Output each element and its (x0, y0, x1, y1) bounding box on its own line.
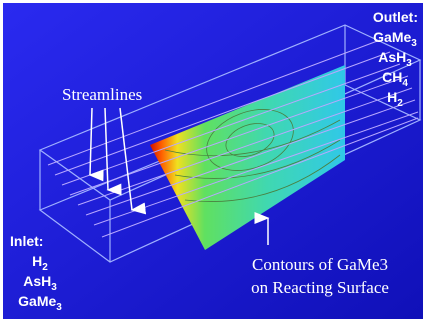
formula-subscript: 3 (56, 302, 62, 313)
formula-base: H (387, 89, 397, 105)
formula-base: AsH (378, 49, 406, 65)
page: Streamlines Contours of GaMe3 on Reactin… (0, 0, 427, 323)
contours-label: on Reacting Surface (251, 278, 389, 297)
formula-subscript: 3 (51, 282, 57, 293)
formula-subscript: 3 (411, 38, 417, 49)
formula-base: AsH (23, 273, 51, 289)
contours-label: Contours of GaMe3 (252, 255, 388, 274)
formula-subscript: 3 (406, 58, 412, 69)
formula-subscript: 4 (402, 78, 408, 89)
formula-base: H (32, 253, 42, 269)
visualization: Streamlines Contours of GaMe3 on Reactin… (0, 0, 427, 323)
formula-subscript: 2 (42, 262, 48, 273)
outlet-title: Outlet: (373, 9, 418, 25)
formula-base: GaMe (18, 293, 56, 309)
formula-base: CH (382, 69, 402, 85)
streamlines-label: Streamlines (62, 85, 142, 104)
formula-base: GaMe (373, 29, 411, 45)
inlet-title: Inlet: (10, 233, 43, 249)
formula-subscript: 2 (397, 98, 403, 109)
